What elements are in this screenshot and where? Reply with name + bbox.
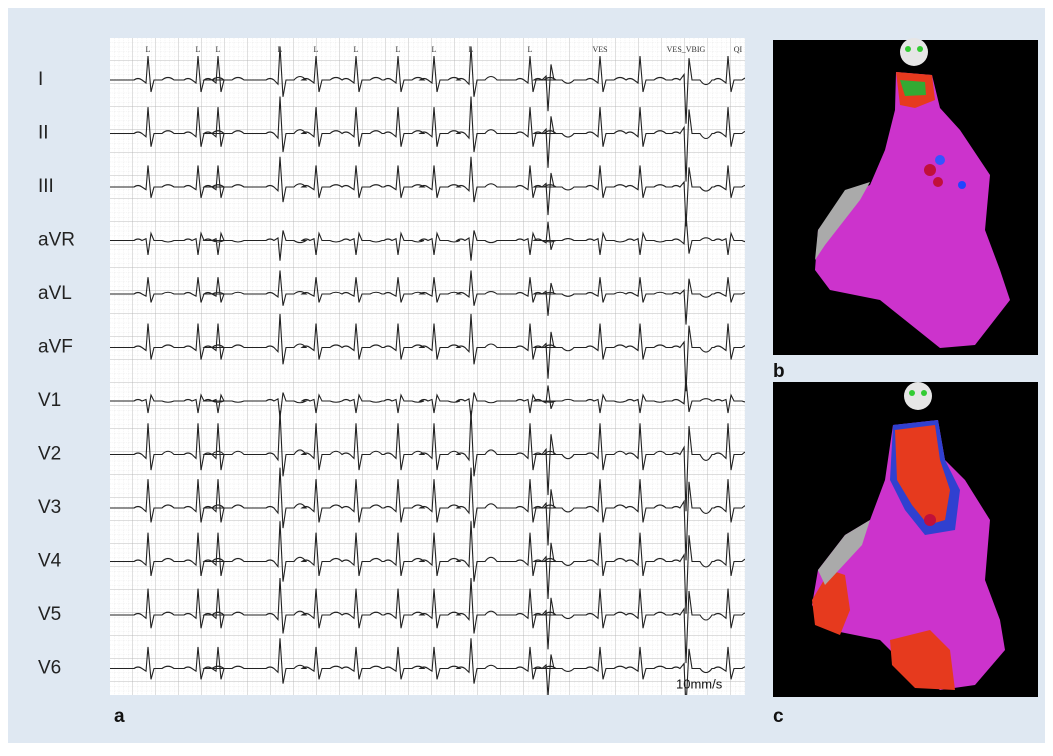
panel-label: b (773, 361, 785, 382)
beat-annotation: L (396, 45, 401, 54)
speed-label: 10mm/s (676, 676, 723, 691)
lead-label: I (38, 69, 43, 90)
lead-label: aVR (38, 230, 75, 251)
beat-annotation: VES (592, 45, 607, 54)
map-c (773, 382, 1038, 697)
beat-annotation: L (469, 45, 474, 54)
beat-annotation: L (278, 45, 283, 54)
beat-annotation: L (528, 45, 533, 54)
lead-label: aVL (38, 283, 72, 304)
lead-label: V1 (38, 390, 61, 411)
beat-annotation: L (196, 45, 201, 54)
lead-label: V2 (38, 444, 61, 465)
lead-label: V6 (38, 658, 61, 679)
panel-label: c (773, 706, 784, 727)
beat-annotation: L (314, 45, 319, 54)
lead-label: V4 (38, 551, 62, 572)
panel-label: a (114, 706, 125, 727)
beat-annotation: L (216, 45, 221, 54)
beat-annotation: VES_VBIG (667, 45, 706, 54)
figure-canvas: 10mm/s IIIIIIaVRaVLaVFV1V2V3V4V5V6LLLLLL… (0, 0, 1053, 751)
beat-annotation: L (354, 45, 359, 54)
beat-annotation: QI (734, 45, 743, 54)
beat-annotation: L (146, 45, 151, 54)
beat-annotation: L (432, 45, 437, 54)
map-b (773, 38, 1038, 355)
lead-label: V3 (38, 497, 61, 518)
lead-label: II (38, 123, 49, 144)
figure: 10mm/s IIIIIIaVRaVLaVFV1V2V3V4V5V6LLLLLL… (0, 0, 1053, 751)
lead-label: V5 (38, 604, 61, 625)
lead-label: aVF (38, 337, 73, 358)
lead-label: III (38, 176, 54, 197)
ecg-grid (110, 38, 745, 695)
